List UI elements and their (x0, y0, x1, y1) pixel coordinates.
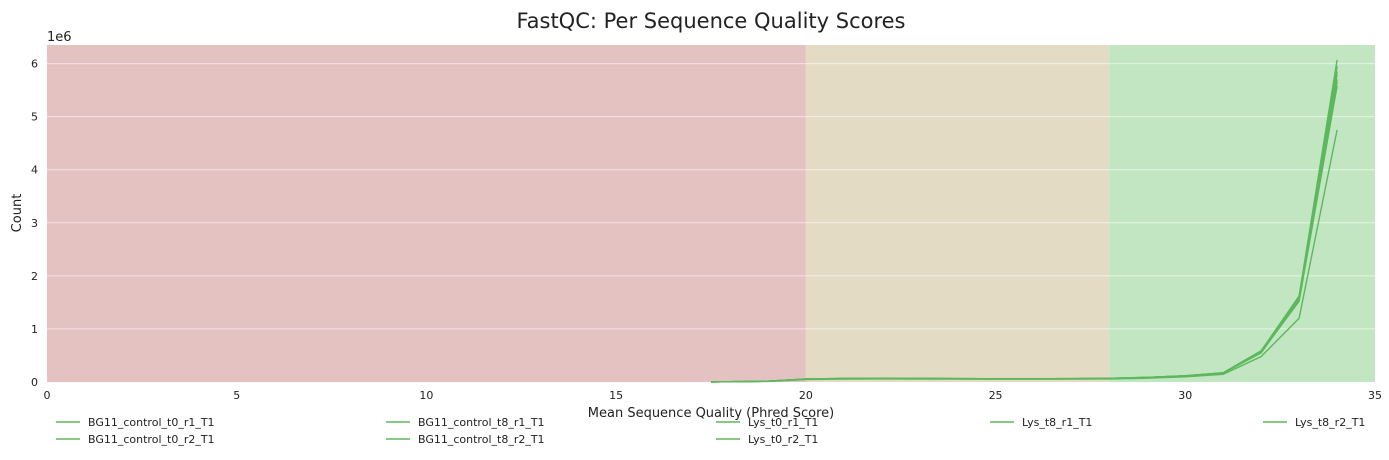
x-axis-label: Mean Sequence Quality (Phred Score) (588, 406, 834, 421)
y-offset-label: 1e6 (47, 30, 72, 45)
x-tick-label: 35 (1368, 389, 1382, 402)
legend-item[interactable]: Lys_t0_r1_T1 (716, 416, 818, 429)
legend-label: Lys_t0_r2_T1 (748, 433, 818, 446)
y-tick-label: 1 (31, 323, 38, 336)
x-tick-label: 15 (609, 389, 623, 402)
legend-item[interactable]: BG11_control_t8_r1_T1 (386, 416, 545, 429)
x-tick-label: 5 (233, 389, 240, 402)
y-axis-ticks: 0 1 2 3 4 5 6 (31, 58, 38, 389)
x-axis-ticks: 0 5 10 15 20 25 30 35 (44, 389, 1383, 402)
y-tick-label: 3 (31, 217, 38, 230)
y-tick-label: 4 (31, 164, 38, 177)
series-lines (710, 59, 1338, 383)
y-axis-label: Count (10, 194, 25, 233)
legend: BG11_control_t0_r1_T1 BG11_control_t0_r2_… (56, 416, 1365, 446)
y-tick-label: 2 (31, 270, 38, 283)
series-line-7 (710, 81, 1338, 383)
x-tick-label: 0 (44, 389, 51, 402)
y-tick-label: 0 (31, 376, 38, 389)
legend-label: BG11_control_t8_r2_T1 (418, 433, 545, 446)
x-tick-label: 20 (799, 389, 813, 402)
legend-label: Lys_t8_r2_T1 (1295, 416, 1365, 429)
legend-item[interactable]: BG11_control_t0_r2_T1 (56, 433, 215, 446)
legend-item[interactable]: BG11_control_t0_r1_T1 (56, 416, 215, 429)
zone-band-1 (805, 45, 1110, 382)
legend-item[interactable]: Lys_t8_r2_T1 (1263, 416, 1365, 429)
chart-title: FastQC: Per Sequence Quality Scores (516, 9, 905, 33)
legend-label: Lys_t0_r1_T1 (748, 416, 818, 429)
y-tick-label: 5 (31, 111, 38, 124)
legend-label: BG11_control_t0_r1_T1 (88, 416, 215, 429)
legend-label: Lys_t8_r1_T1 (1022, 416, 1092, 429)
x-tick-label: 10 (419, 389, 433, 402)
legend-item[interactable]: Lys_t0_r2_T1 (716, 433, 818, 446)
quality-zones (47, 45, 1375, 382)
gridlines (47, 63, 1375, 330)
x-tick-label: 25 (989, 389, 1003, 402)
x-tick-label: 30 (1178, 389, 1192, 402)
legend-item[interactable]: Lys_t8_r1_T1 (990, 416, 1092, 429)
zone-band-0 (47, 45, 806, 382)
legend-label: BG11_control_t0_r2_T1 (88, 433, 215, 446)
y-tick-label: 6 (31, 58, 38, 71)
legend-item[interactable]: BG11_control_t8_r2_T1 (386, 433, 545, 446)
legend-label: BG11_control_t8_r1_T1 (418, 416, 545, 429)
